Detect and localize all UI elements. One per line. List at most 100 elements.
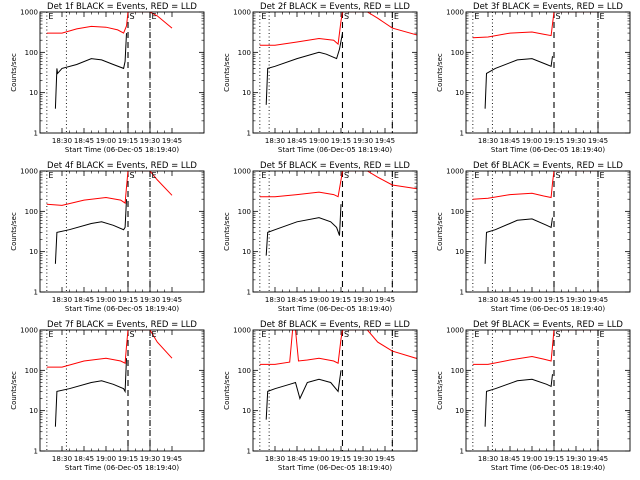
y-tick-label: 1000 [20, 168, 38, 176]
y-tick-label: 10 [29, 407, 38, 415]
x-tick-label: 18:45 [500, 137, 520, 145]
x-axis-label: Start Time (06-Dec-05 18:19:40) [491, 464, 605, 472]
y-tick-label: 1 [460, 130, 464, 138]
chart-panel-8: Det 8f BLACK = Events, RED = LLD Counts/s… [223, 320, 418, 472]
chart-title: Det 6f BLACK = Events, RED = LLD [473, 161, 623, 171]
x-tick-label: 19:00 [309, 137, 329, 145]
x-tick-label: 18:45 [74, 455, 94, 463]
y-tick-label: 100 [451, 49, 464, 57]
x-tick-label: 18:45 [287, 455, 307, 463]
y-tick-label: 100 [451, 367, 464, 375]
plot-frame [465, 329, 631, 452]
marker-label: E [152, 171, 157, 180]
events-series-line [265, 370, 342, 420]
chart-title: Det 7f BLACK = Events, RED = LLD [47, 320, 197, 330]
plot-area [259, 171, 417, 292]
x-tick-label: 19:15 [544, 455, 564, 463]
y-tick-label: 100 [238, 208, 251, 216]
x-tick-label: 19:15 [118, 296, 138, 304]
x-tick-label: 19:15 [331, 455, 351, 463]
plot-area [46, 330, 173, 451]
y-tick-label: 1 [247, 130, 251, 138]
x-tick-label: 19:30 [566, 137, 586, 145]
marker-label: S [556, 171, 561, 180]
x-tick-label: 19:00 [309, 296, 329, 304]
y-tick-label: 1000 [446, 168, 464, 176]
y-axis-label: Counts/sec [223, 371, 231, 410]
x-tick-label: 18:45 [500, 455, 520, 463]
events-series-line [484, 217, 553, 264]
x-axis-label: Start Time (06-Dec-05 18:19:40) [65, 305, 179, 313]
lld-series-line [46, 330, 173, 368]
marker-label: S [344, 171, 349, 180]
x-tick-label: 19:00 [522, 455, 542, 463]
x-tick-label: 18:30 [52, 137, 72, 145]
chart-panel-1: Det 1f BLACK = Events, RED = LLD Counts/s… [10, 2, 205, 154]
x-tick-label: 19:15 [118, 137, 138, 145]
y-tick-label: 100 [451, 208, 464, 216]
events-series-line [265, 204, 342, 256]
y-tick-label: 100 [238, 49, 251, 57]
x-tick-label: 18:45 [74, 137, 94, 145]
y-tick-label: 1000 [233, 9, 251, 17]
chart-panel-5: Det 5f BLACK = Events, RED = LLD Counts/s… [223, 161, 418, 313]
x-tick-label: 19:45 [375, 455, 395, 463]
plot-area [46, 12, 173, 133]
x-tick-label: 18:45 [287, 137, 307, 145]
x-tick-label: 19:15 [118, 455, 138, 463]
chart-panel-7: Det 7f BLACK = Events, RED = LLD Counts/s… [10, 320, 205, 472]
y-tick-label: 10 [242, 248, 251, 256]
plot-area [46, 171, 173, 292]
y-tick-label: 10 [242, 407, 251, 415]
plot-frame [465, 170, 631, 293]
x-tick-label: 18:30 [52, 296, 72, 304]
x-tick-label: 19:45 [375, 296, 395, 304]
y-tick-label: 10 [29, 89, 38, 97]
events-series-line [54, 33, 127, 109]
x-tick-label: 18:30 [265, 137, 285, 145]
lld-series-line [259, 12, 417, 46]
y-axis-label: Counts/sec [436, 371, 444, 410]
chart-panel-9: Det 9f BLACK = Events, RED = LLD Counts/s… [436, 320, 631, 472]
marker-label: E [474, 330, 479, 339]
plot-frame [252, 170, 418, 293]
marker-label: E [600, 171, 605, 180]
y-tick-label: 10 [455, 89, 464, 97]
marker-label: E [152, 12, 157, 21]
plot-area [259, 330, 417, 451]
x-tick-label: 18:30 [52, 455, 72, 463]
marker-label: E [48, 12, 53, 21]
marker-label: E [474, 171, 479, 180]
x-tick-label: 18:30 [478, 296, 498, 304]
x-tick-label: 19:45 [162, 296, 182, 304]
x-axis-label: Start Time (06-Dec-05 18:19:40) [278, 305, 392, 313]
chart-panel-2: Det 2f BLACK = Events, RED = LLD Counts/s… [223, 2, 418, 154]
marker-label: E [394, 12, 399, 21]
y-tick-label: 1 [34, 448, 38, 456]
y-axis-label: Counts/sec [436, 53, 444, 92]
x-tick-label: 19:30 [353, 137, 373, 145]
x-tick-label: 19:30 [353, 455, 373, 463]
marker-label: E [474, 12, 479, 21]
y-axis-label: Counts/sec [10, 212, 18, 251]
x-tick-label: 19:15 [544, 296, 564, 304]
y-tick-label: 1000 [233, 327, 251, 335]
x-tick-label: 19:00 [96, 296, 116, 304]
marker-label: S [344, 330, 349, 339]
y-tick-label: 1000 [446, 327, 464, 335]
lld-series-line [472, 12, 598, 39]
x-tick-label: 19:00 [96, 137, 116, 145]
x-tick-label: 19:45 [162, 137, 182, 145]
marker-label: S [344, 12, 349, 21]
plot-area [259, 12, 417, 133]
x-tick-label: 19:15 [331, 296, 351, 304]
x-axis-label: Start Time (06-Dec-05 18:19:40) [65, 146, 179, 154]
y-tick-label: 10 [455, 407, 464, 415]
marker-label: S [556, 330, 561, 339]
chart-title: Det 8f BLACK = Events, RED = LLD [260, 320, 410, 330]
x-tick-label: 19:30 [140, 455, 160, 463]
x-tick-label: 18:30 [478, 137, 498, 145]
y-tick-label: 10 [455, 248, 464, 256]
marker-label: E [394, 171, 399, 180]
